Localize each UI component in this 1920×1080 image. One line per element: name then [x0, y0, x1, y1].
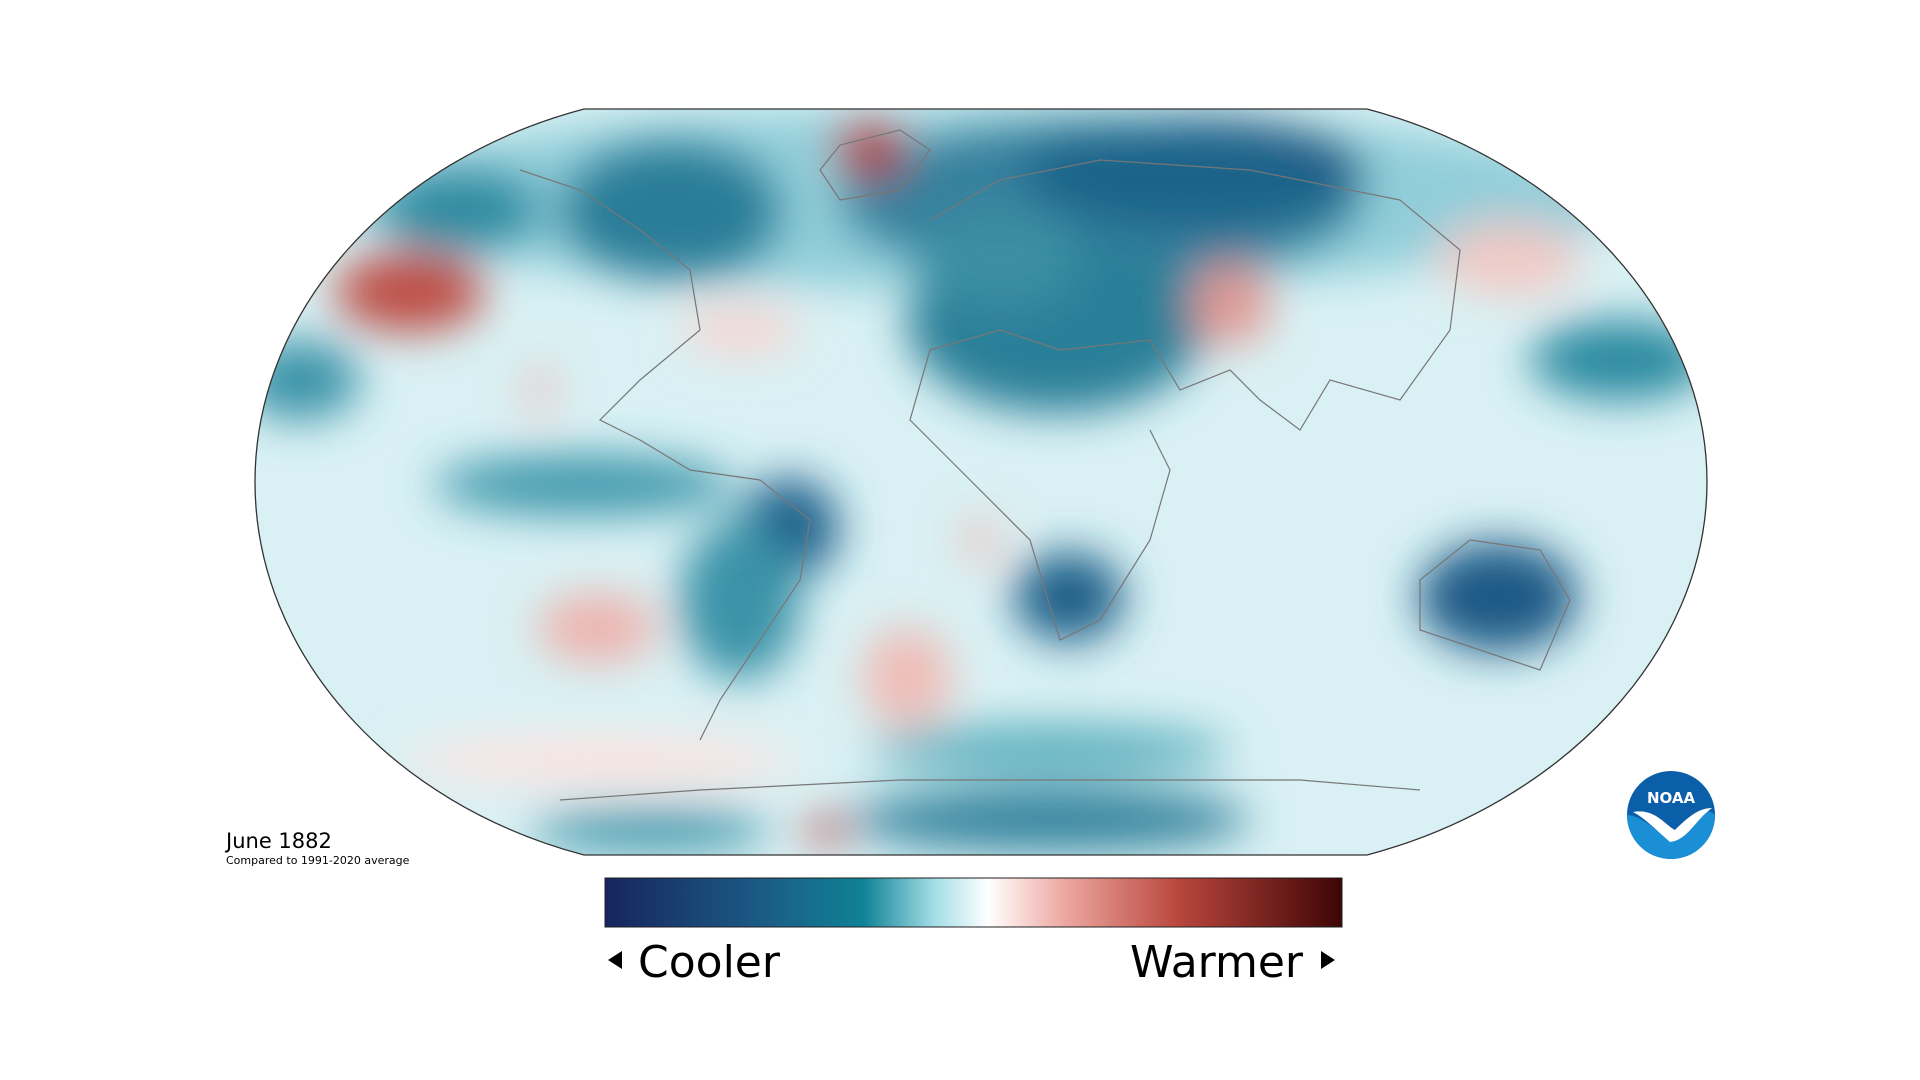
cooler-arrow: [608, 951, 622, 969]
color-scale-bar: [604, 877, 1343, 928]
map-title: June 1882: [224, 829, 332, 853]
warmer-arrow: [1321, 951, 1335, 969]
legend-high-label: Warmer: [1130, 937, 1304, 988]
temperature-anomaly-field: [255, 109, 1707, 855]
map-border: [254, 108, 1708, 856]
noaa-logo: NOAA: [1627, 771, 1715, 859]
coastlines: [519, 129, 1571, 801]
legend-low-label: Cooler: [638, 937, 781, 988]
logo-gull: [1633, 808, 1712, 842]
map-subtitle: Compared to 1991-2020 average: [226, 854, 410, 867]
logo-text: NOAA: [1647, 789, 1696, 807]
